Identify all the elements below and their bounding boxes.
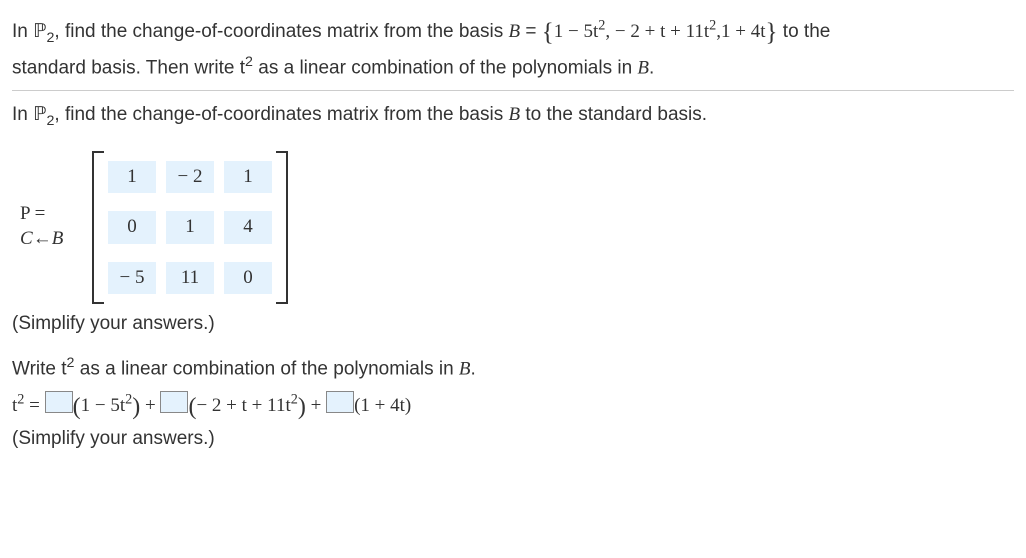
matrix-label-top: P = [20,203,92,226]
text: as a linear combination of the polynomia… [74,358,458,379]
text: standard basis. Then write t [12,57,245,78]
bracket-right [276,151,288,305]
label-arrow: ← [33,228,52,249]
text: Write t [12,358,67,379]
text: to the [778,21,831,42]
term2-sup: 2 [291,392,298,408]
matrix-cell[interactable]: 1 [108,161,156,194]
basis-label: B [509,104,521,125]
text: , find the change-of-coordinates matrix … [54,21,508,42]
problem-line-2: standard basis. Then write t2 as a linea… [12,52,1014,83]
space-symbol: ℙ [33,104,46,125]
matrix-cell[interactable]: − 5 [108,262,156,295]
term1: 1 − 5t [81,395,126,416]
space-symbol: ℙ [33,21,46,42]
divider [12,90,1014,91]
text: as a linear combination of the polynomia… [253,57,637,78]
coef2-input[interactable] [160,391,188,413]
matrix-label-bottom: C←B [20,228,92,251]
text: In [12,104,33,125]
plus: + [306,395,326,416]
poly1: 1 − 5t [554,21,599,42]
matrix-cell[interactable]: − 2 [166,161,214,194]
t2-sup: 2 [245,54,253,70]
paren-open: ( [73,394,81,420]
basis-label: B [637,57,649,78]
matrix-cell[interactable]: 1 [166,211,214,244]
linear-combo: t2 = (1 − 5t2) + (− 2 + t + 11t2) + (1 +… [12,389,1014,425]
basis-label: B [509,21,521,42]
problem-line-1: In ℙ2, find the change-of-coordinates ma… [12,14,1014,52]
label-b: B [52,228,64,249]
matrix-grid: 1 − 2 1 0 1 4 − 5 11 0 [104,151,276,305]
matrix-block: P = C←B 1 − 2 1 0 1 4 − 5 11 0 [20,151,1014,305]
text: = [520,21,542,42]
bracket-left [92,151,104,305]
problem-statement: In ℙ 2 , find the change-of-coordinates ma… [12,14,1014,90]
term3: (1 + 4t) [354,395,411,416]
matrix-cell[interactable]: 11 [166,262,214,295]
text: , find the change-of-coordinates matrix … [54,104,508,125]
text: In [12,21,33,42]
label-c: C [20,228,33,249]
matrix-cell[interactable]: 1 [224,161,272,194]
coef3-input[interactable] [326,391,354,413]
text: . [649,57,654,78]
text: to the standard basis. [520,104,707,125]
matrix-label: P = C←B [20,203,92,251]
set-close: } [766,19,778,46]
term2: − 2 + t + 11t [196,395,290,416]
eq: = [24,395,44,416]
matrix-bracket: 1 − 2 1 0 1 4 − 5 11 0 [92,151,288,305]
matrix-cell[interactable]: 4 [224,211,272,244]
matrix-cell[interactable]: 0 [108,211,156,244]
text: . [471,358,476,379]
matrix-cell[interactable]: 0 [224,262,272,295]
simplify-note: (Simplify your answers.) [12,425,1014,454]
part2-prompt: Write t2 as a linear combination of the … [12,353,1014,384]
poly2: , − 2 + t + 11t [605,21,709,42]
set-open: { [542,19,554,46]
simplify-note: (Simplify your answers.) [12,310,1014,339]
question-line: In ℙ2, find the change-of-coordinates ma… [12,101,1014,132]
paren-close: ) [298,394,306,420]
poly3: ,1 + 4t [716,21,765,42]
basis-label: B [459,358,471,379]
plus: + [140,395,160,416]
coef1-input[interactable] [45,391,73,413]
